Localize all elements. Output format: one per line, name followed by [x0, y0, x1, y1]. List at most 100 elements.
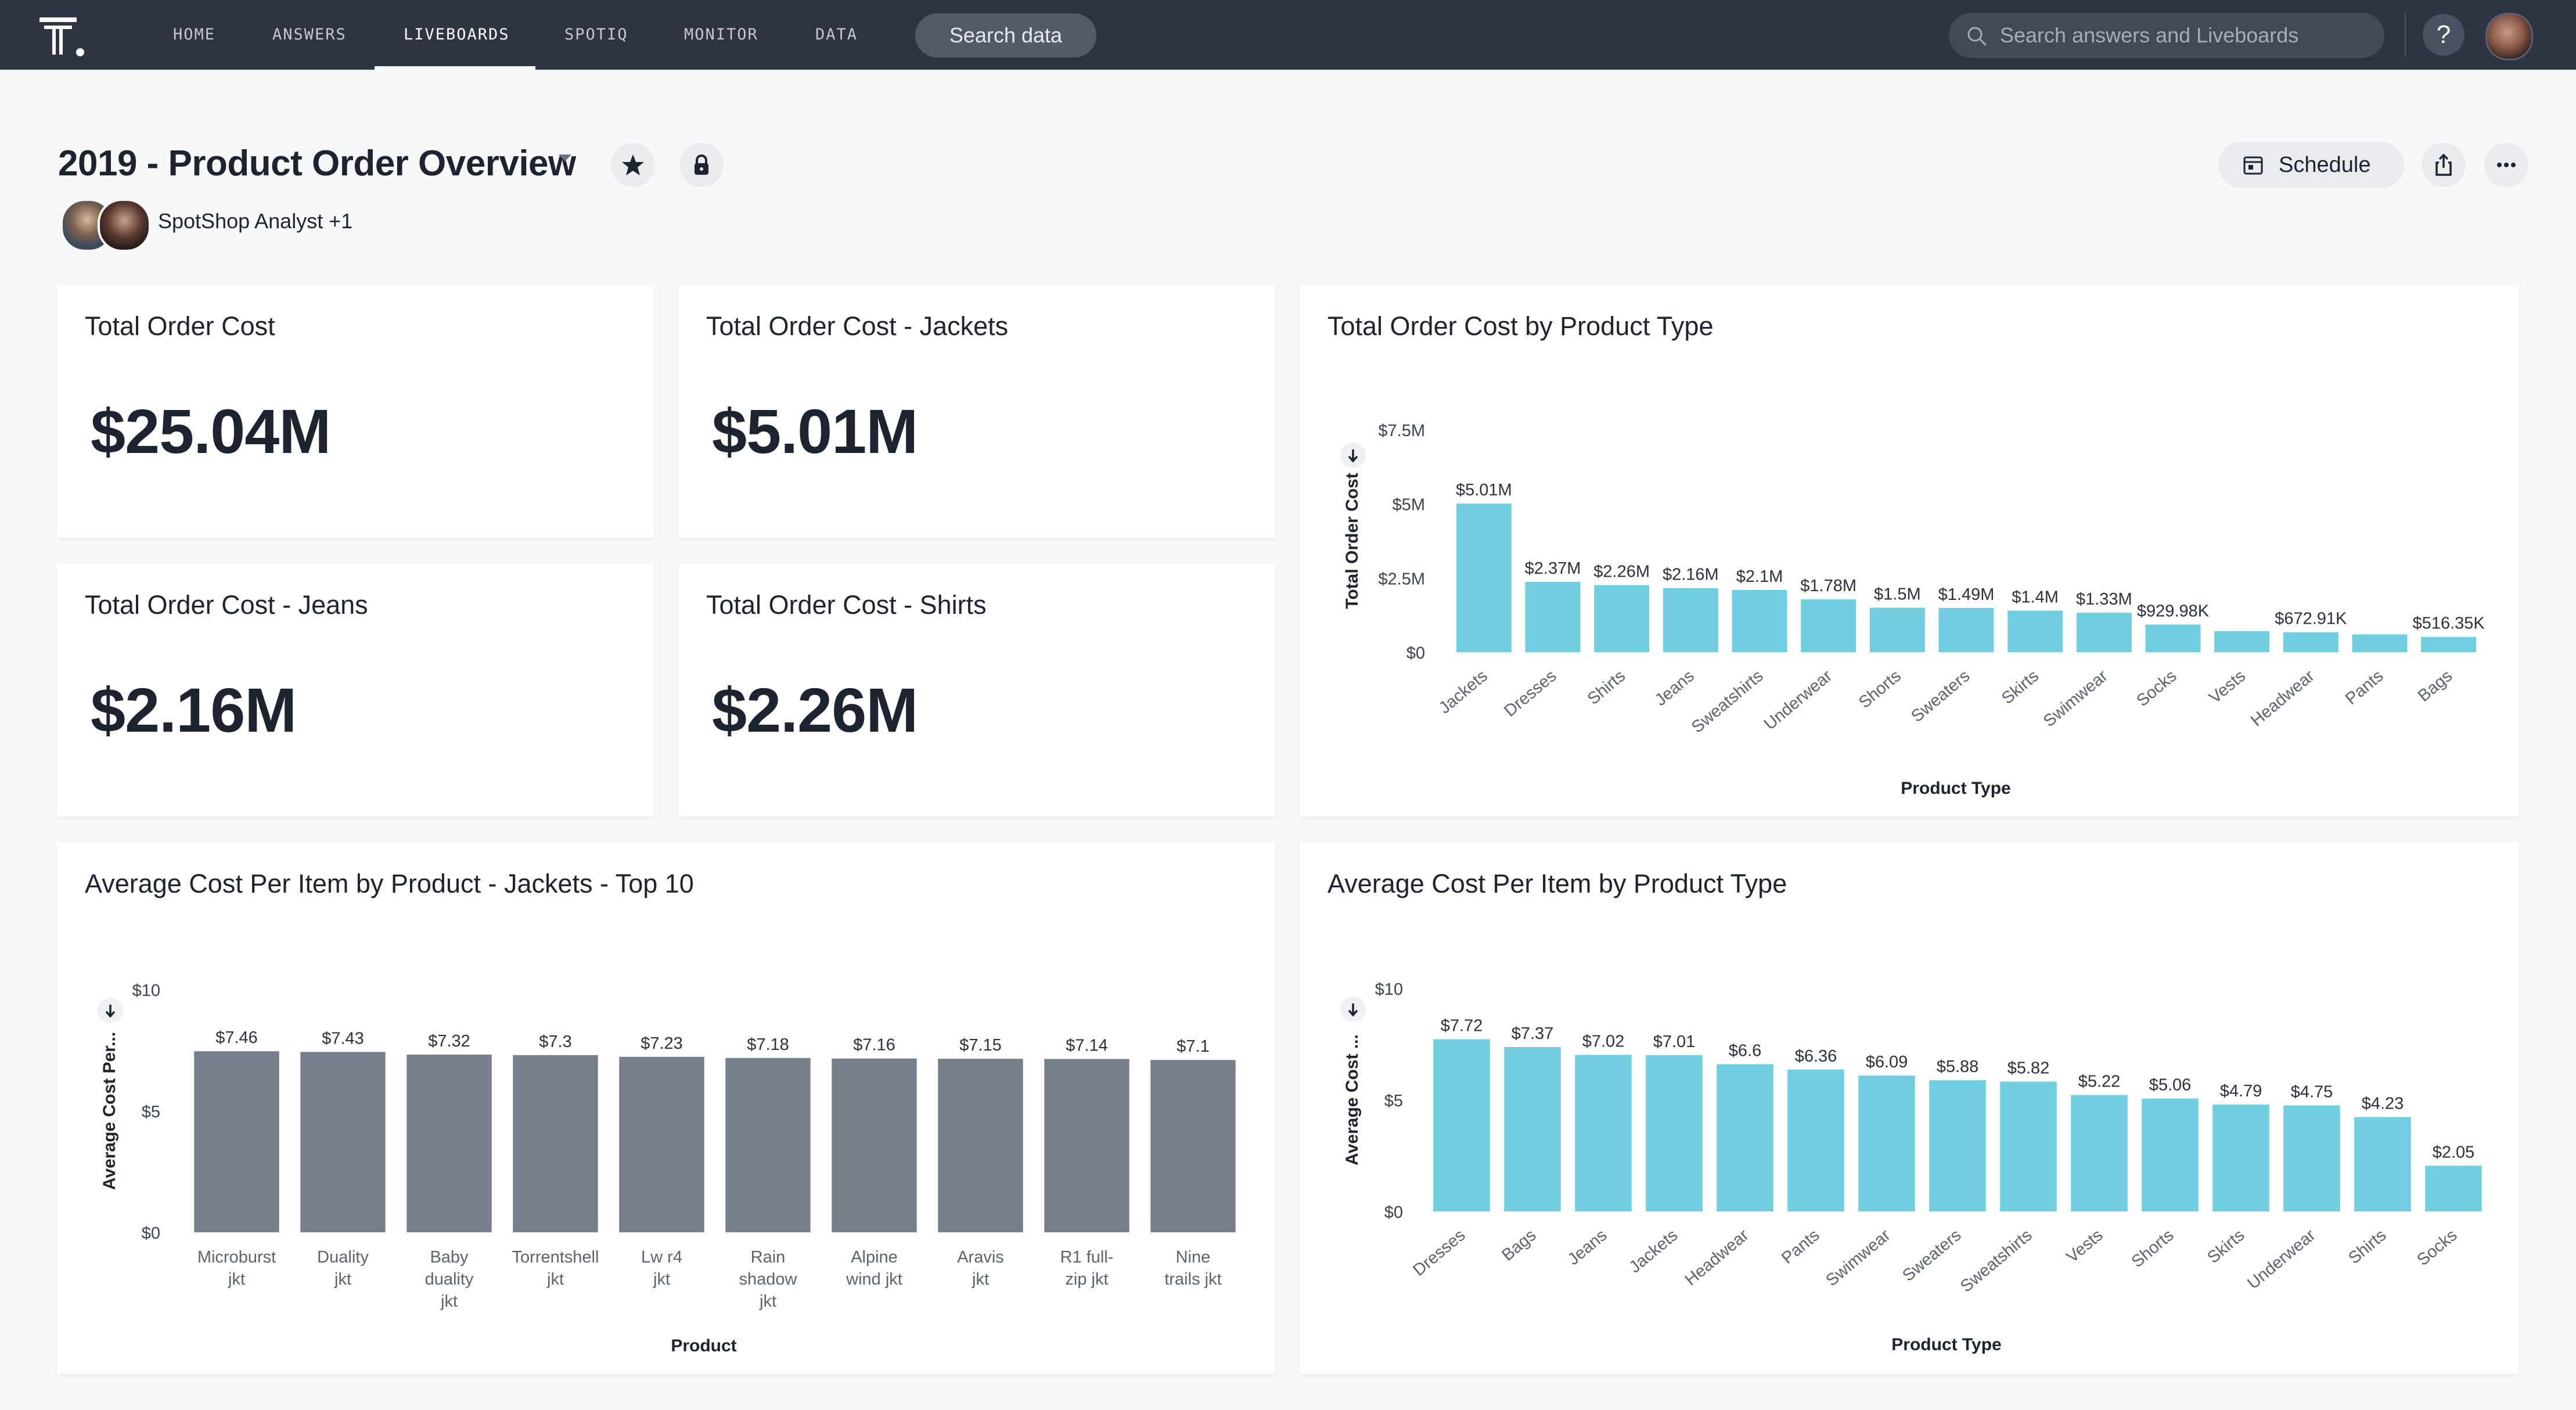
data-label: $5.22 [2078, 1073, 2121, 1091]
search-data-button[interactable]: Search data [915, 13, 1096, 57]
kpi-value: $25.04M [91, 396, 331, 466]
bar [1594, 585, 1650, 652]
x-tick-label: Microburst jkt [197, 1248, 276, 1289]
data-label: $5.06 [2149, 1076, 2192, 1095]
x-axis-label: Product [671, 1336, 736, 1355]
x-tick-label: Baby duality jkt [425, 1248, 474, 1311]
data-label: $7.15 [959, 1036, 1002, 1055]
data-label: $7.32 [428, 1032, 470, 1051]
nav-liveboards[interactable]: LIVEBOARDS [404, 26, 510, 44]
bar [2421, 636, 2477, 652]
x-tick-label: Skirts [1998, 667, 2042, 708]
bar [1433, 1039, 1490, 1211]
bar [2212, 1105, 2269, 1211]
kpi-value: $2.26M [712, 675, 918, 745]
x-tick-label: Duality jkt [317, 1248, 369, 1289]
share-button[interactable] [2422, 143, 2466, 187]
nav-answers[interactable]: ANSWERS [272, 26, 347, 44]
x-axis-label: Product Type [1901, 779, 2010, 798]
bar [1732, 589, 1787, 652]
x-tick-label: Socks [2413, 1226, 2460, 1269]
chart-card-avg-cost-jackets-top10[interactable]: Average Cost Per Item by Product - Jacke… [57, 842, 1275, 1374]
sort-desc-icon[interactable] [98, 998, 123, 1023]
kpi-card-jackets[interactable]: Total Order Cost - Jackets $5.01M [678, 285, 1275, 538]
kpi-card-jeans[interactable]: Total Order Cost - Jeans $2.16M [57, 563, 654, 816]
y-tick-label: $5 [142, 1103, 160, 1121]
x-tick-label: Bags [1498, 1226, 1539, 1265]
help-icon[interactable]: ? [2423, 14, 2465, 56]
top-nav-bar: HOME ANSWERS LIVEBOARDS SPOTIQ MONITOR D… [0, 0, 2576, 70]
schedule-button[interactable]: Schedule [2218, 142, 2404, 188]
x-tick-label: Alpine wind jkt [846, 1248, 902, 1289]
nav-divider [2405, 13, 2406, 57]
more-options-button[interactable] [2484, 143, 2528, 187]
bar-chart-avg-cost-jackets: $0 $5 $10 Average Cost Per... $7.46 Microburs… [98, 981, 1236, 1355]
data-label: $7.02 [1582, 1032, 1625, 1051]
page-title[interactable]: 2019 - Product Order Overview [58, 143, 576, 184]
data-label: $7.3 [539, 1033, 571, 1051]
star-icon [622, 154, 644, 175]
data-label: $1.5M [1874, 585, 1921, 603]
chevron-down-icon[interactable] [559, 154, 571, 161]
x-tick-label: Aravis jkt [957, 1248, 1004, 1289]
nav-home[interactable]: HOME [173, 26, 216, 44]
x-tick-label: Headwear [2247, 667, 2318, 731]
data-label: $7.16 [853, 1036, 895, 1055]
chart-card-total-order-cost-by-product-type[interactable]: Total Order Cost by Product Type $0 $2.5M… [1300, 285, 2519, 816]
chart-title: Total Order Cost by Product Type [1327, 311, 1714, 341]
kpi-card-total-order-cost[interactable]: Total Order Cost $25.04M [57, 285, 654, 538]
bar [1801, 599, 1857, 652]
data-label: $2.37M [1525, 559, 1581, 578]
bar [406, 1055, 492, 1232]
x-tick-label: Shorts [1855, 667, 1905, 712]
card-title: Total Order Cost - Shirts [706, 590, 987, 620]
thoughtspot-logo[interactable] [39, 17, 86, 57]
nav-active-indicator [375, 66, 535, 70]
nav-spotiq[interactable]: SPOTIQ [564, 26, 628, 44]
x-tick-label: Underwear [1761, 667, 1836, 734]
x-tick-label: Vests [2206, 667, 2249, 707]
nav-monitor[interactable]: MONITOR [684, 26, 758, 44]
favorite-button[interactable] [611, 143, 655, 187]
x-tick-label: Sweatshirts [1688, 667, 1766, 737]
data-label: $5.01M [1456, 481, 1512, 499]
bar [2283, 1105, 2340, 1211]
bar [725, 1058, 811, 1232]
search-input[interactable]: Search answers and Liveboards [1949, 13, 2384, 58]
calendar-icon [2243, 156, 2263, 175]
bar [1504, 1046, 1561, 1211]
x-tick-label: Dresses [1409, 1226, 1469, 1280]
liveboard-authors[interactable]: SpotShop Analyst +1 [158, 209, 353, 233]
bar [2071, 1095, 2128, 1211]
y-tick-label: $7.5M [1378, 422, 1425, 440]
sort-desc-icon[interactable] [1340, 997, 1366, 1022]
user-avatar[interactable] [2485, 13, 2533, 60]
more-icon [2497, 163, 2516, 167]
data-label: $4.23 [2362, 1095, 2404, 1113]
data-label: $2.26M [1593, 563, 1650, 581]
y-tick-label: $10 [1375, 980, 1403, 999]
data-label: $6.36 [1795, 1047, 1837, 1066]
nav-data[interactable]: DATA [815, 26, 858, 44]
lock-button[interactable] [679, 143, 724, 187]
bar [1938, 607, 1994, 652]
bar [2354, 1117, 2411, 1211]
x-tick-label: Bags [2415, 667, 2456, 706]
x-tick-label: Rain shadow jkt [739, 1248, 798, 1311]
x-tick-label: R1 full-zip jkt [1060, 1248, 1114, 1289]
card-title: Total Order Cost - Jackets [706, 311, 1009, 341]
bar [2214, 631, 2270, 652]
data-label: $6.09 [1866, 1053, 1908, 1071]
chart-card-avg-cost-by-product-type[interactable]: Average Cost Per Item by Product Type $0… [1300, 842, 2519, 1374]
bar [300, 1052, 386, 1232]
x-tick-label: Sweaters [1908, 667, 1973, 726]
x-tick-label: Jackets [1435, 667, 1491, 718]
kpi-card-shirts[interactable]: Total Order Cost - Shirts $2.26M [678, 563, 1275, 816]
bar [1869, 607, 1925, 652]
y-axis-label: Total Order Cost [1343, 473, 1362, 609]
data-label: $1.49M [1938, 585, 1995, 604]
data-label: $5.82 [2007, 1059, 2050, 1078]
bar-chart-avg-cost-by-type: $0 $5 $10 Average Cost ... $7.72 Dresses $7.37… [1340, 980, 2482, 1354]
data-label: $7.37 [1512, 1024, 1554, 1043]
sort-desc-icon[interactable] [1340, 443, 1366, 468]
